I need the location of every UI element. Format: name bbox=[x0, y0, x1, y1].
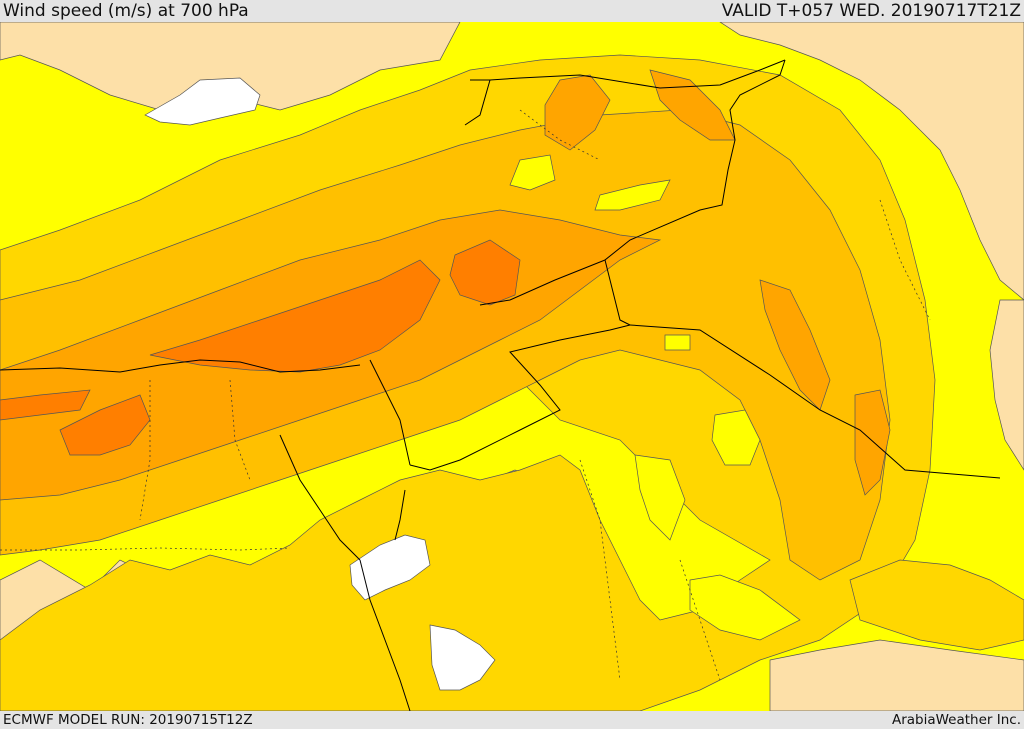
map-header: Wind speed (m/s) at 700 hPa VALID T+057 … bbox=[0, 0, 1024, 22]
valid-time: VALID T+057 WED. 20190717T21Z bbox=[721, 1, 1021, 21]
map-footer: ECMWF MODEL RUN: 20190715T12Z ArabiaWeat… bbox=[0, 711, 1024, 729]
shade-calm bbox=[144, 77, 496, 691]
shade-max bbox=[0, 239, 521, 456]
wind-speed-map bbox=[0, 22, 1024, 711]
map-title: Wind speed (m/s) at 700 hPa bbox=[3, 1, 249, 21]
region-boundaries bbox=[0, 109, 931, 681]
map-svg bbox=[0, 22, 1024, 711]
model-run: ECMWF MODEL RUN: 20190715T12Z bbox=[3, 712, 253, 728]
country-borders bbox=[0, 59, 1001, 711]
shade-base-islands bbox=[509, 154, 801, 641]
credit: ArabiaWeather Inc. bbox=[891, 712, 1021, 728]
